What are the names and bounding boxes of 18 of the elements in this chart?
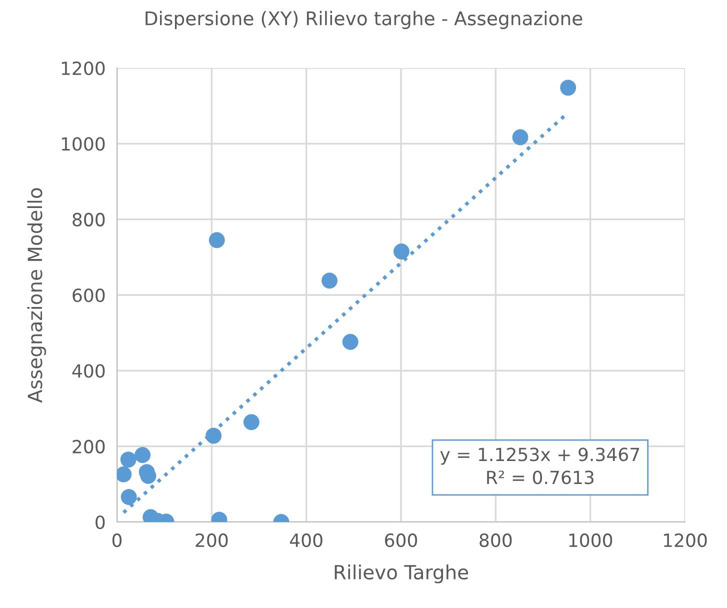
y-axis-title: Assegnazione Modello [27,188,46,403]
y-tick-label: 800 [72,212,105,226]
x-tick-label: 0 [112,533,122,548]
y-tick-label: 600 [72,288,105,302]
x-tick-label: 400 [290,533,322,548]
y-tick-label: 1200 [62,61,105,76]
y-tick-label: 0 [96,515,105,530]
x-tick-label: 800 [480,533,512,548]
x-tick-label: 1200 [664,533,707,548]
x-tick-label: 600 [385,533,418,548]
chart-title: Dispersione (XY) Rilievo targhe - Assegnazione [146,10,582,30]
y-tick-label: 400 [72,364,105,378]
x-tick-label: 200 [196,533,228,548]
annotation: y = 1.1253x + 9.3467 R² = 0.7613 [440,448,640,484]
x-tick-label: 1000 [569,533,612,548]
y-tick-label: 200 [72,440,105,454]
y-tick-label: 1000 [62,137,105,151]
x-axis-title: Rilievo Targhe [334,564,468,584]
